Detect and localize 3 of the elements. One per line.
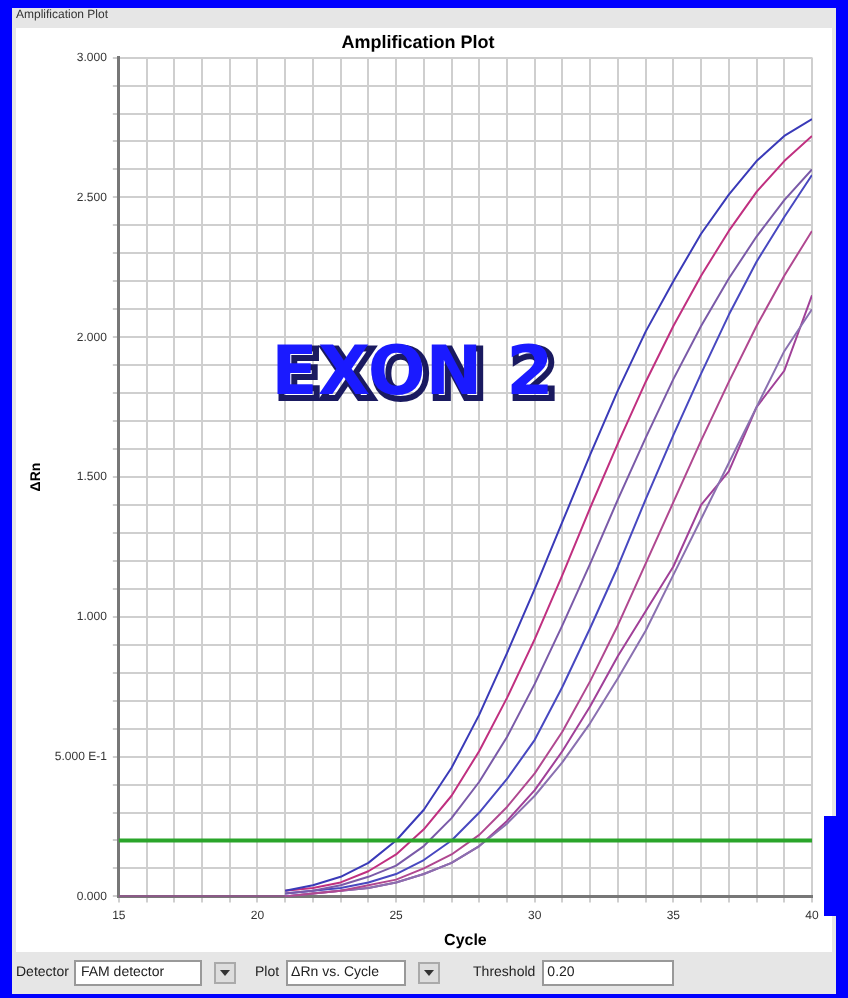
annotation: EXON 2 [275, 336, 558, 416]
chart-title: Amplification Plot [341, 31, 495, 52]
x-axis-title: Cycle [444, 930, 488, 949]
